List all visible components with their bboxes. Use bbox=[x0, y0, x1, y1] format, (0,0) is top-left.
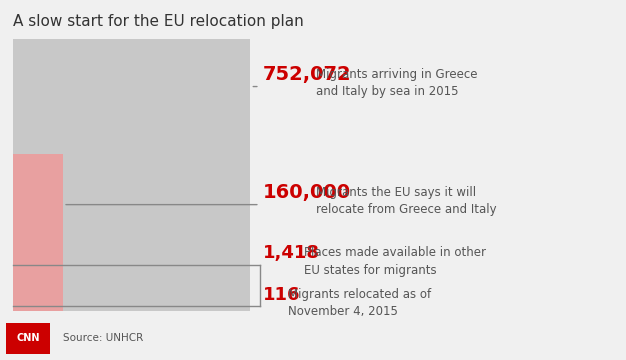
Text: A slow start for the EU relocation plan: A slow start for the EU relocation plan bbox=[13, 14, 303, 30]
Bar bbox=[13, 154, 63, 311]
Bar bbox=[13, 39, 250, 311]
Text: and Italy by sea in 2015: and Italy by sea in 2015 bbox=[316, 85, 459, 98]
Text: 752,072: 752,072 bbox=[263, 64, 352, 84]
Text: Migrants the EU says it will: Migrants the EU says it will bbox=[316, 186, 476, 199]
Bar bbox=[6, 323, 50, 354]
Text: relocate from Greece and Italy: relocate from Greece and Italy bbox=[316, 203, 497, 216]
Text: 116: 116 bbox=[263, 285, 300, 303]
Text: Places made available in other: Places made available in other bbox=[304, 246, 486, 259]
Text: Migrants arriving in Greece: Migrants arriving in Greece bbox=[316, 68, 478, 81]
Text: EU states for migrants: EU states for migrants bbox=[304, 264, 436, 277]
Text: 1,418: 1,418 bbox=[263, 244, 320, 262]
Text: November 4, 2015: November 4, 2015 bbox=[288, 305, 398, 318]
Text: Migrants relocated as of: Migrants relocated as of bbox=[288, 288, 431, 301]
Text: Source: UNHCR: Source: UNHCR bbox=[63, 333, 143, 343]
Text: CNN: CNN bbox=[16, 333, 40, 343]
Text: 160,000: 160,000 bbox=[263, 183, 351, 202]
